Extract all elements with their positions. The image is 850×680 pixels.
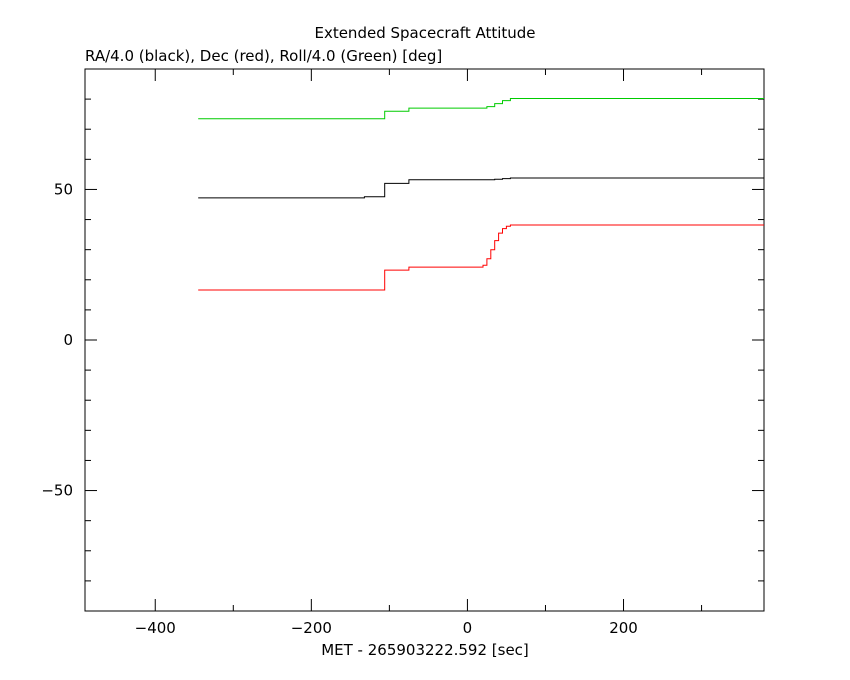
x-axis-label: MET - 265903222.592 [sec] xyxy=(321,641,529,659)
x-tick-label: 200 xyxy=(609,619,638,637)
chart-subtitle: RA/4.0 (black), Dec (red), Roll/4.0 (Gre… xyxy=(85,47,442,65)
chart-title: Extended Spacecraft Attitude xyxy=(314,24,535,42)
y-tick-label: 0 xyxy=(63,331,73,349)
y-tick-label: −50 xyxy=(41,482,73,500)
series-layer xyxy=(198,98,764,291)
series-line-0 xyxy=(198,177,764,199)
tick-labels: −400 −200 0 200 −50 0 50 xyxy=(41,180,637,637)
x-tick-label: −400 xyxy=(135,619,176,637)
axis-ticks xyxy=(85,69,764,611)
x-tick-label: 0 xyxy=(463,619,473,637)
plot-frame xyxy=(84,68,765,612)
series-line-2 xyxy=(198,98,764,120)
x-tick-label: −200 xyxy=(291,619,332,637)
series-line-1 xyxy=(198,224,764,291)
y-tick-label: 50 xyxy=(54,180,73,198)
